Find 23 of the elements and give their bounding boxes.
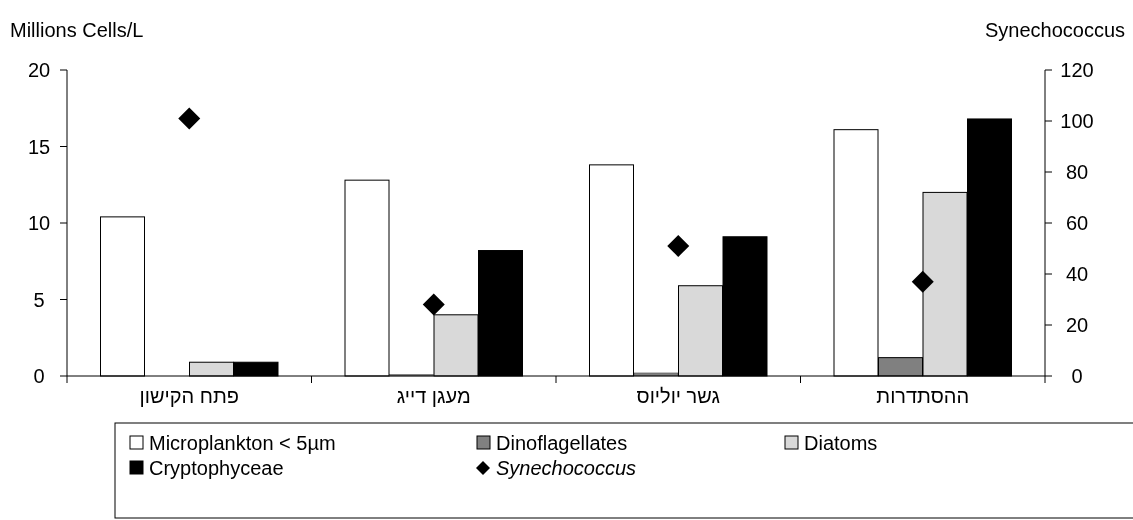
y-tick-label: 5: [33, 288, 45, 311]
y2-tick-label: 80: [1065, 161, 1089, 183]
y-tick-label: 10: [27, 212, 51, 234]
legend-label: Diatoms: [804, 432, 878, 454]
y2-tick-label: 20: [1065, 314, 1089, 336]
y2-tick-label: 120: [1060, 59, 1094, 81]
y2-tick-label: 60: [1065, 212, 1089, 234]
y2-axis-title: Synechococcus: [984, 19, 1125, 41]
x-tick-label: פתח הקישון: [139, 385, 239, 407]
y-tick-label: 15: [27, 135, 51, 158]
x-tick-label: מעגן דייג: [396, 385, 471, 407]
x-tick-label: ההסתדרות: [876, 385, 970, 407]
y2-tick-label: 0: [1071, 365, 1083, 387]
legend-label: Cryptophyceae: [149, 457, 284, 479]
y2-tick-label: 100: [1060, 110, 1094, 132]
x-tick-label: גשר יוליוס: [636, 385, 720, 407]
y2-tick-label: 40: [1065, 263, 1089, 285]
legend-label: Synechococcus: [496, 457, 637, 479]
legend-label: Dinoflagellates: [496, 432, 628, 454]
legend-label: Microplankton < 5µm: [149, 432, 336, 454]
y-tick-label: 20: [27, 59, 51, 81]
y-axis-title: Millions Cells/L: [10, 19, 144, 41]
y-tick-label: 0: [33, 365, 45, 387]
